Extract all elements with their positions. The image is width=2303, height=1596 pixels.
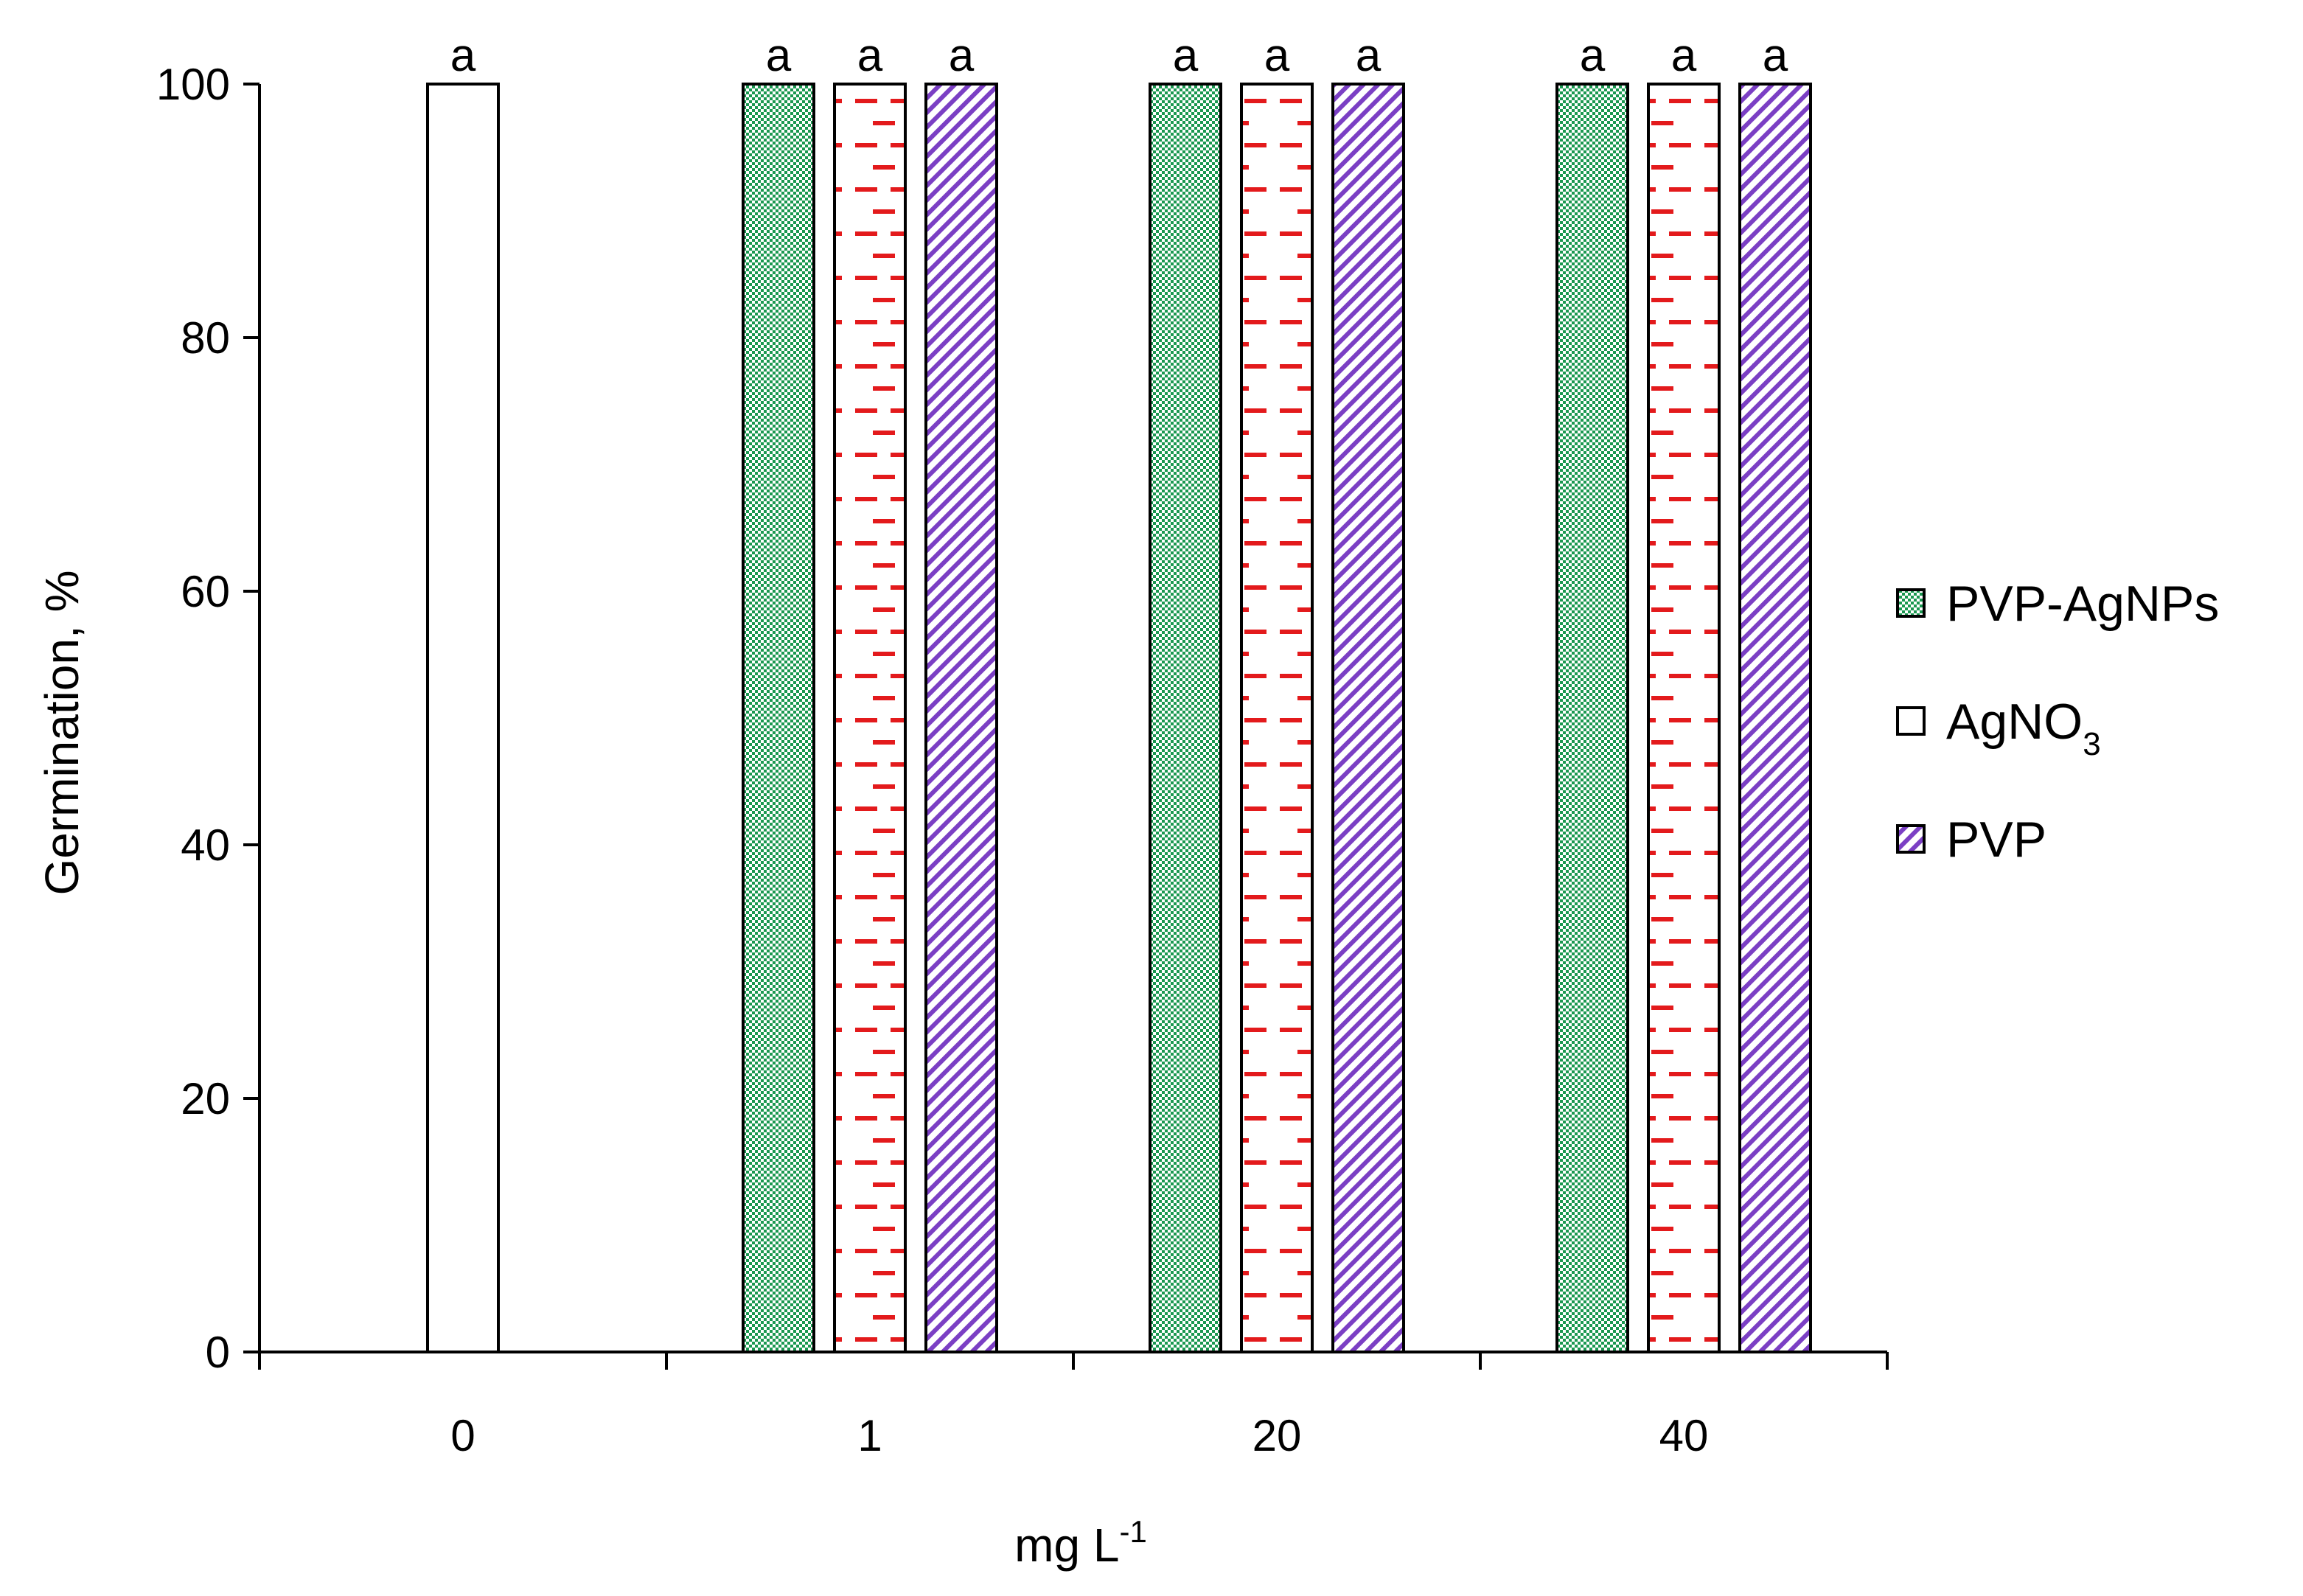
x-tick-label: 40: [1659, 1411, 1709, 1460]
bar-agno3-40: [1647, 83, 1721, 1353]
bar-significance-label: a: [1264, 30, 1290, 81]
legend-label-pvp: PVP: [1946, 812, 2046, 868]
bar-significance-label: a: [1671, 30, 1697, 81]
legend-swatch-agno3: [1896, 706, 1926, 736]
y-tick-label: 100: [156, 60, 230, 109]
bar-significance-label: a: [450, 30, 476, 81]
bar-significance-label: a: [1763, 30, 1788, 81]
bar-agno3-20: [1240, 83, 1314, 1353]
bar-significance-label: a: [1356, 30, 1382, 81]
y-tick-label: 60: [181, 567, 230, 616]
axes: 0 20 40 60 80 100 0 1 20 40 Germination, % mg L-1: [35, 60, 1889, 1572]
legend-swatch-pvp-agnps: [1896, 588, 1926, 618]
x-axis-title: mg L-1: [1014, 1514, 1147, 1572]
x-tick-label: 1: [857, 1411, 882, 1460]
x-tick-label: 20: [1252, 1411, 1302, 1460]
legend-label-agno3: AgNO3: [1946, 694, 2101, 762]
bar-agno3-0: [426, 83, 500, 1353]
bar-significance-label: a: [766, 30, 792, 81]
legend-label-pvp-agnps: PVP-AgNPs: [1946, 576, 2219, 632]
y-tick-label: 20: [181, 1074, 230, 1123]
legend-swatch-pvp: [1896, 824, 1926, 854]
bar-significance-label: a: [857, 30, 883, 81]
y-tick-label: 40: [181, 820, 230, 870]
y-axis-title: Germination, %: [35, 570, 88, 895]
legend: PVP-AgNPs AgNO3 PVP: [1896, 576, 2219, 868]
bar-pvp-agnps-20: [1149, 83, 1222, 1353]
y-tick-label: 80: [181, 313, 230, 363]
bar-pvp-40: [1738, 83, 1812, 1353]
y-tick-label: 0: [206, 1328, 230, 1377]
bar-pvp-agnps-1: [742, 83, 815, 1353]
bar-pvp-20: [1331, 83, 1405, 1353]
bar-significance-label: a: [1173, 30, 1199, 81]
bar-pvp-agnps-40: [1555, 83, 1629, 1353]
bars: [426, 83, 1812, 1353]
x-tick-label: 0: [450, 1411, 475, 1460]
bar-pvp-1: [924, 83, 998, 1353]
bar-significance-label: a: [949, 30, 975, 81]
bar-agno3-1: [833, 83, 907, 1353]
bar-significance-label: a: [1580, 30, 1606, 81]
